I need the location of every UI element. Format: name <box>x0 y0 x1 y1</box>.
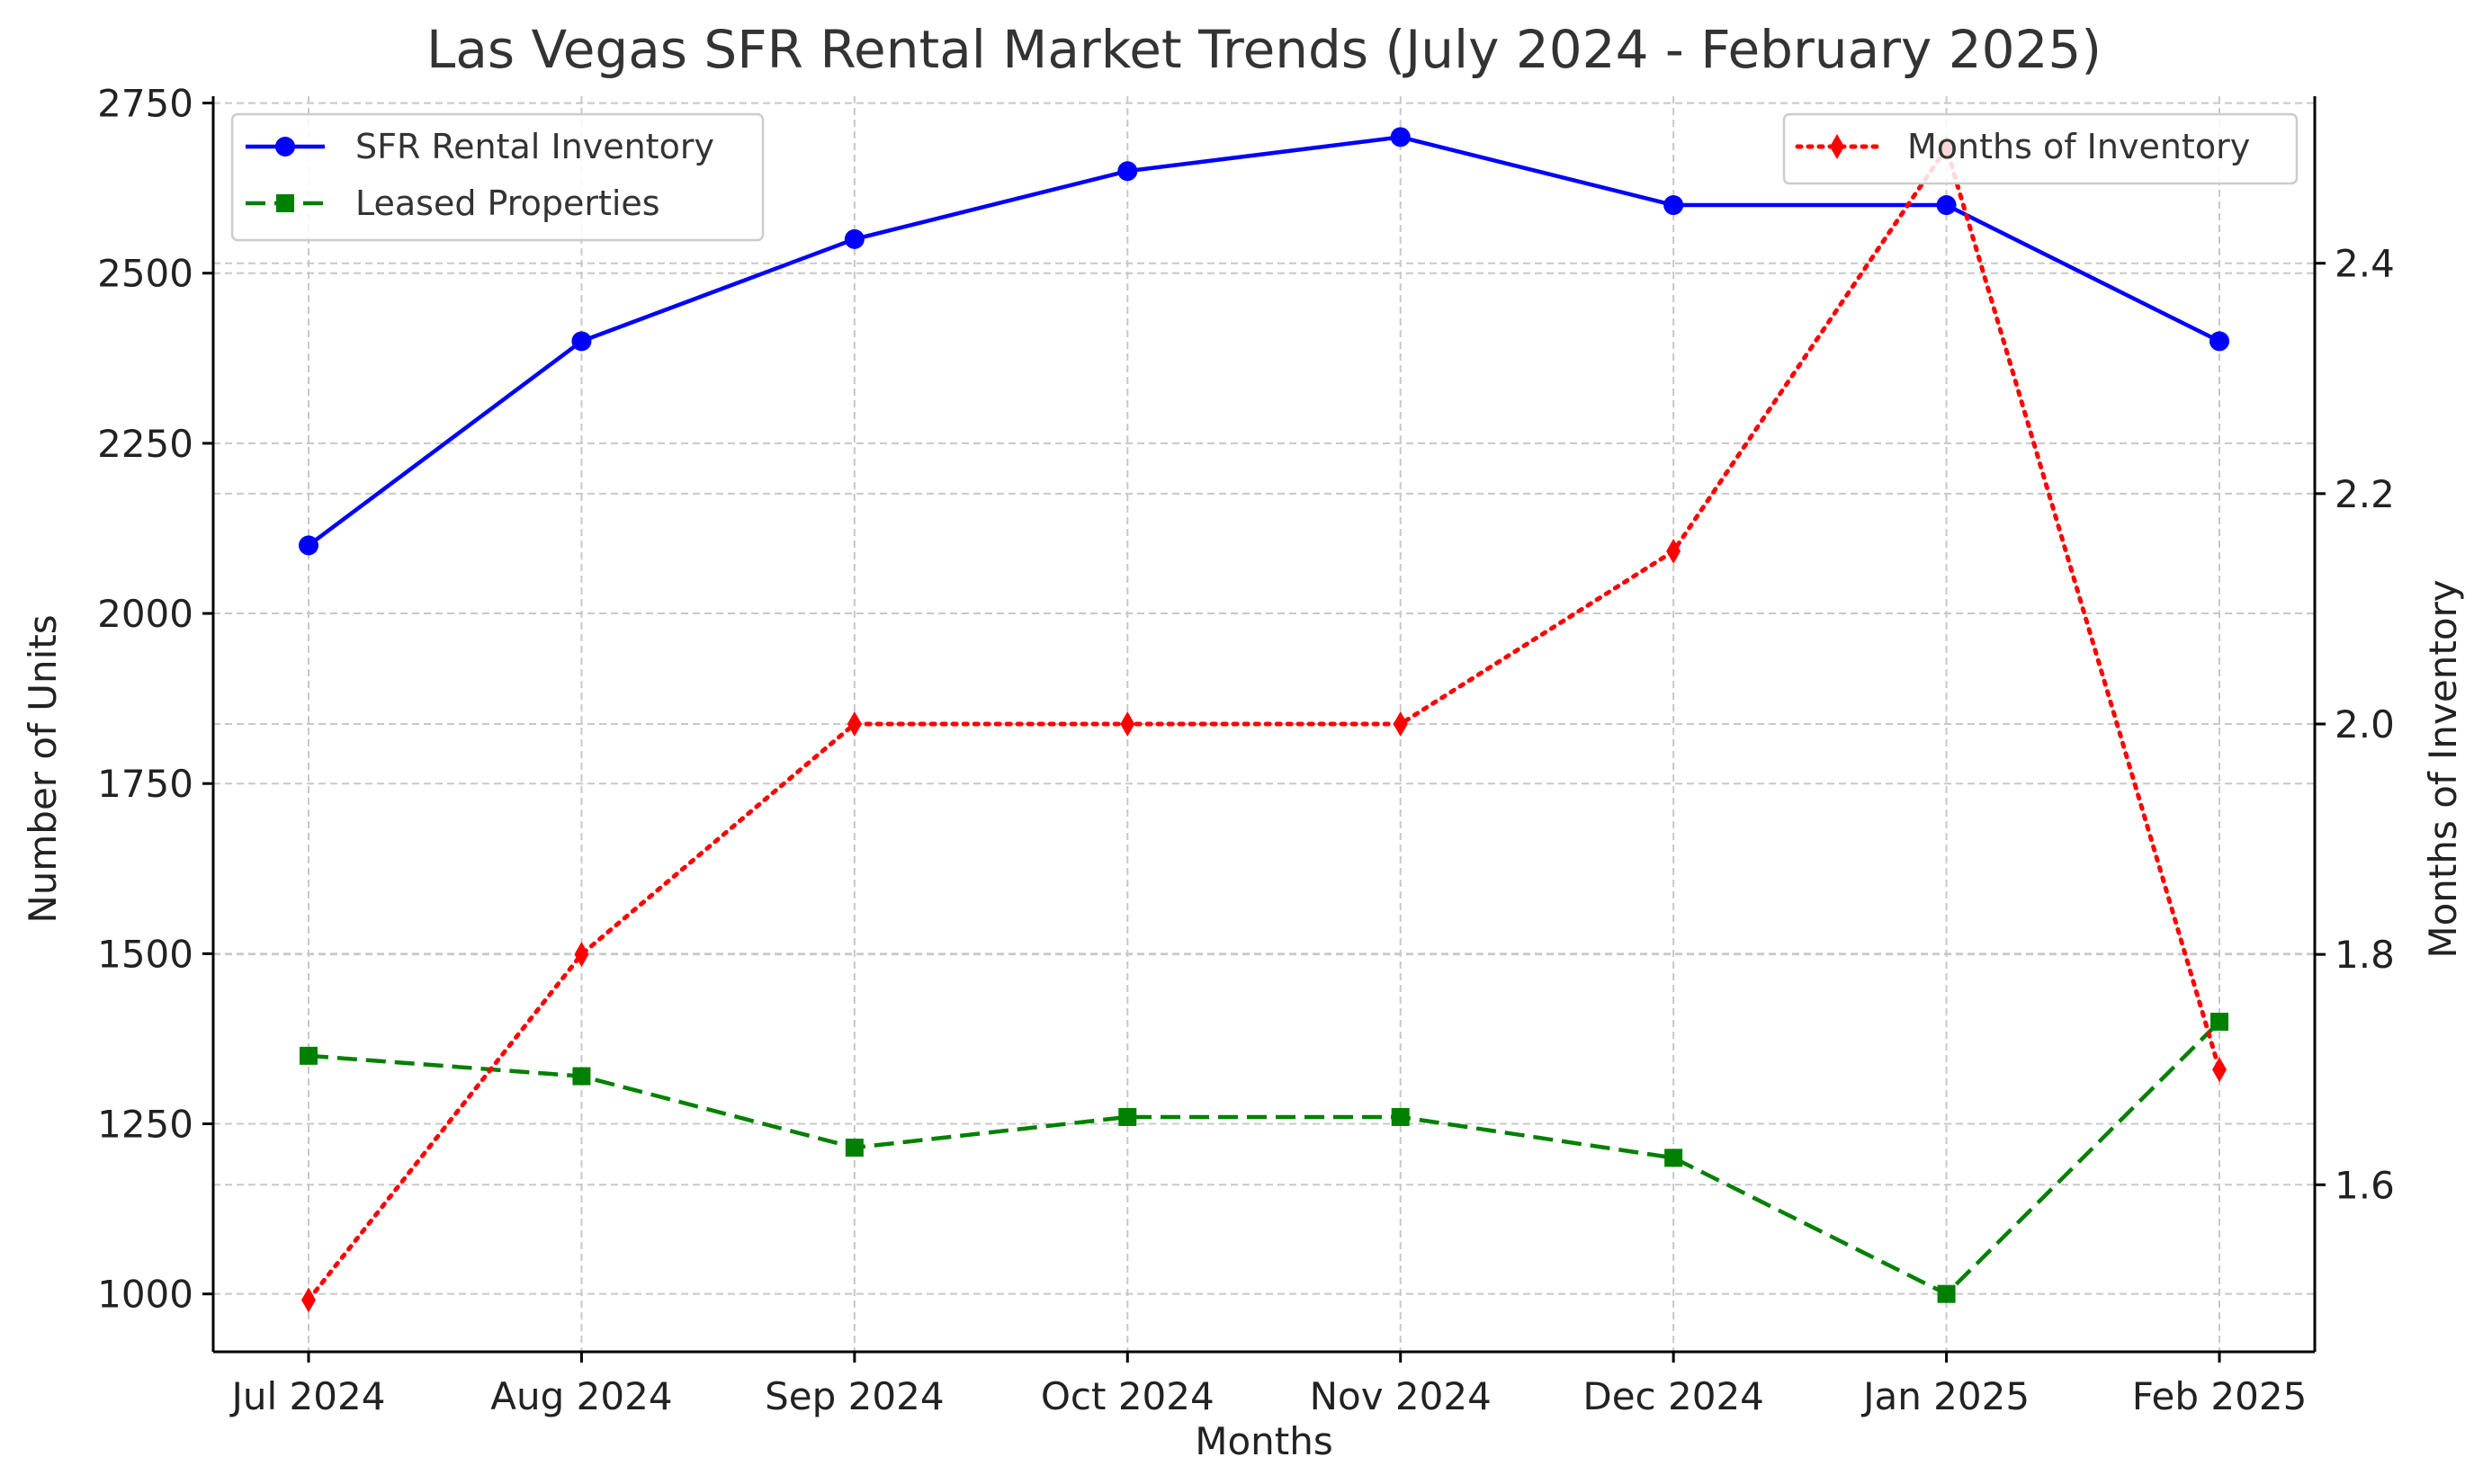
leased-properties-marker <box>1391 1107 1410 1126</box>
leased-properties-marker <box>1664 1149 1683 1167</box>
leased-properties-marker <box>300 1046 318 1065</box>
y-tick-label: 2000 <box>97 592 193 636</box>
leased-properties-marker <box>572 1067 591 1086</box>
series-layer <box>299 127 2229 1313</box>
legend-label-leased-properties: Leased Properties <box>355 183 660 223</box>
y-tick-label: 2750 <box>97 82 193 126</box>
y-tick-label: 2250 <box>97 422 193 466</box>
sfr-rental-inventory-line <box>307 135 2221 548</box>
y2-tick-label: 2.2 <box>2335 472 2395 516</box>
legend-layer: SFR Rental Inventory Leased Properties Mon… <box>230 112 2299 242</box>
y2-axis-title: Months of Inventory <box>2421 579 2465 958</box>
legend-label-sfr-rental-inventory: SFR Rental Inventory <box>355 127 714 166</box>
sfr-rental-inventory-marker <box>2210 331 2229 352</box>
y2-tick-label: 2.0 <box>2335 702 2395 746</box>
leased-properties-marker <box>1118 1107 1137 1126</box>
y-tick-label: 1250 <box>97 1103 193 1147</box>
y-tick-label: 1500 <box>97 932 193 976</box>
months-of-inventory-marker <box>574 942 589 968</box>
months-of-inventory-marker <box>1120 711 1135 737</box>
legend-box-right <box>1782 112 2299 185</box>
months-of-inventory-marker <box>847 711 862 737</box>
months-of-inventory-marker <box>1393 711 1408 737</box>
x-tick-label: Sep 2024 <box>765 1374 944 1418</box>
y-tick-label: 1750 <box>97 762 193 806</box>
y-axis-title: Number of Units <box>21 614 65 923</box>
legend-marker-leased-properties <box>276 194 294 212</box>
sfr-rental-inventory-marker <box>844 228 865 249</box>
y2-tick-label: 2.4 <box>2335 242 2395 286</box>
sfr-rental-inventory-marker <box>571 331 592 352</box>
legend-marker-months-of-inventory <box>1830 134 1844 159</box>
axis-layer: Jul 2024 Aug 2024 Sep 2024 Oct 2024 Nov 2024… <box>97 82 2395 1418</box>
sfr-rental-inventory-marker <box>1117 161 1138 182</box>
y2-tick-label: 1.6 <box>2335 1163 2395 1207</box>
legend-box-left <box>230 112 765 242</box>
x-axis-title: Months <box>1195 1419 1333 1463</box>
leased-properties-marker <box>1937 1284 1956 1303</box>
legend-label-months-of-inventory: Months of Inventory <box>1907 127 2250 166</box>
chart-title: Las Vegas SFR Rental Market Trends (July… <box>426 19 2102 80</box>
months-of-inventory-marker <box>2212 1057 2227 1083</box>
months-of-inventory-marker <box>301 1287 316 1313</box>
x-tick-label: Aug 2024 <box>490 1374 672 1418</box>
x-tick-label: Jan 2025 <box>1860 1374 2030 1418</box>
legend-marker-sfr-rental-inventory <box>275 137 295 156</box>
leased-properties-marker <box>2210 1013 2228 1032</box>
leased-properties-marker <box>845 1139 864 1158</box>
x-tick-label: Jul 2024 <box>229 1374 386 1418</box>
x-tick-label: Oct 2024 <box>1041 1374 1215 1418</box>
sfr-rental-inventory-marker <box>1390 127 1411 148</box>
y-tick-label: 2500 <box>97 252 193 296</box>
x-tick-label: Dec 2024 <box>1582 1374 1764 1418</box>
months-of-inventory-line <box>306 142 2222 1302</box>
leased-properties-line <box>308 1020 2221 1297</box>
sfr-rental-inventory-marker <box>1936 195 1957 216</box>
y-tick-label: 1000 <box>97 1273 193 1317</box>
sfr-rental-inventory-marker <box>1663 195 1684 216</box>
sfr-rental-inventory-marker <box>299 535 318 556</box>
x-tick-label: Nov 2024 <box>1310 1374 1492 1418</box>
y2-tick-label: 1.8 <box>2335 933 2395 977</box>
x-tick-label: Feb 2025 <box>2132 1374 2308 1418</box>
months-of-inventory-marker <box>1666 538 1681 564</box>
